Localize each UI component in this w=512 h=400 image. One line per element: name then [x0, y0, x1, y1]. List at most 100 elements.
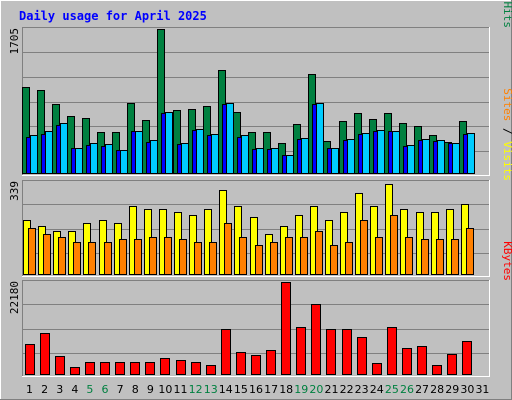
bar-kbytes-day-9	[145, 362, 155, 375]
x-tick-label: 23	[355, 383, 369, 396]
x-tick-label: 1	[26, 383, 33, 396]
bar-kbytes-day-5	[85, 362, 95, 375]
legend-label-part: Hits	[501, 2, 512, 29]
bar-pages-day-3	[60, 123, 68, 174]
legend-label-part: Sites	[501, 88, 512, 121]
bar-pages-day-25	[392, 131, 400, 174]
bar-kbytes-day-8	[130, 362, 140, 375]
bar-pages-day-2	[45, 131, 53, 174]
legend-label: KBytes	[501, 241, 512, 281]
bar-sites-day-16	[255, 245, 263, 275]
bar-kbytes-day-20	[311, 304, 321, 375]
bar-sites-day-8	[134, 239, 142, 275]
bar-sites-day-10	[164, 237, 172, 275]
x-tick-label: 24	[370, 383, 384, 396]
bar-kbytes-day-18	[281, 282, 291, 375]
x-tick-label: 2	[41, 383, 48, 396]
x-tick-label: 21	[324, 383, 338, 396]
legend-label-part: /	[501, 121, 512, 141]
bar-sites-day-4	[73, 242, 81, 275]
bar-kbytes-day-7	[115, 362, 125, 375]
panel-hits-files-pages: 1705 Pages / Files / Hits	[8, 0, 512, 176]
bar-sites-day-13	[209, 242, 217, 275]
bar-kbytes-day-19	[296, 327, 306, 375]
bar-kbytes-day-23	[357, 337, 367, 375]
x-tick-label: 8	[132, 383, 139, 396]
bar-pages-day-9	[150, 140, 158, 174]
series-visits	[23, 184, 469, 275]
bar-sites-day-1	[28, 228, 36, 275]
bar-sites-day-28	[436, 239, 444, 275]
bar-sites-day-24	[375, 237, 383, 275]
x-tick-label: 25	[385, 383, 399, 396]
bar-pages-day-19	[301, 138, 309, 174]
bar-sites-day-27	[421, 239, 429, 275]
bar-sites-day-26	[405, 237, 413, 275]
bar-pages-day-18	[286, 155, 294, 174]
x-tick-label: 5	[86, 383, 93, 396]
bar-sites-day-3	[58, 237, 66, 275]
bar-sites-day-5	[88, 242, 96, 275]
x-tick-label: 9	[147, 383, 154, 396]
bar-sites-day-30	[466, 228, 474, 275]
bar-pages-day-16	[256, 148, 264, 174]
x-tick-label: 18	[279, 383, 293, 396]
bar-pages-day-29	[452, 143, 460, 174]
x-axis-day-labels: 1 2 3 4 5 6 7 8 9 10 11 12 13 14 15 16 17 18 19 20 21 22 23 24 2…	[26, 383, 489, 396]
bar-kbytes-day-29	[447, 354, 457, 375]
bar-kbytes-day-12	[191, 362, 201, 375]
bar-sites-day-14	[224, 223, 232, 275]
legend-label-part: KBytes	[501, 241, 512, 281]
series-sites	[28, 215, 474, 275]
bar-kbytes-day-16	[251, 355, 261, 375]
bar-kbytes-day-2	[40, 333, 50, 375]
x-tick-label: 13	[204, 383, 218, 396]
x-tick-label: 20	[309, 383, 323, 396]
bar-sites-day-29	[451, 239, 459, 275]
x-tick-label: 17	[264, 383, 278, 396]
legend-label-part: Visits	[501, 141, 512, 181]
bar-pages-day-28	[437, 140, 445, 174]
x-tick-label: 28	[430, 383, 444, 396]
legend-label-part: /	[501, 0, 512, 2]
legend-label: Pages / Files / Hits	[501, 0, 512, 28]
panel-visits-sites: 339 Sites / Visits	[8, 88, 512, 277]
x-tick-label: 27	[415, 383, 429, 396]
x-tick-label: 3	[56, 383, 63, 396]
bar-pages-day-21	[331, 148, 339, 174]
bar-pages-day-17	[271, 148, 279, 174]
x-tick-label: 12	[189, 383, 203, 396]
bar-sites-day-23	[360, 220, 368, 275]
bar-sites-day-25	[390, 215, 398, 275]
x-tick-label: 19	[294, 383, 308, 396]
bar-pages-day-30	[467, 133, 475, 174]
bar-sites-day-9	[149, 237, 157, 275]
x-tick-label: 29	[445, 383, 459, 396]
bar-pages-day-5	[90, 143, 98, 174]
bar-sites-day-12	[194, 242, 202, 275]
x-tick-label: 11	[174, 383, 188, 396]
bar-sites-day-2	[43, 234, 51, 275]
x-tick-label: 6	[102, 383, 109, 396]
panel-kbytes: 22180 KBytes	[8, 241, 512, 377]
bar-kbytes-day-15	[236, 352, 246, 375]
bar-pages-day-8	[135, 131, 143, 174]
bar-pages-day-6	[105, 144, 113, 174]
y-max-label: 1705	[8, 28, 21, 55]
x-tick-label: 15	[234, 383, 248, 396]
x-tick-label: 10	[158, 383, 172, 396]
bar-kbytes-day-6	[100, 362, 110, 375]
bar-kbytes-day-30	[462, 341, 472, 375]
bar-kbytes-day-21	[326, 329, 336, 375]
bar-kbytes-day-14	[221, 329, 231, 375]
bar-pages-day-10	[165, 112, 173, 174]
x-tick-label: 22	[340, 383, 354, 396]
bar-pages-day-22	[347, 139, 355, 174]
x-tick-label: 31	[475, 383, 489, 396]
bar-pages-day-23	[362, 133, 370, 174]
bar-pages-day-24	[377, 130, 385, 174]
bar-sites-day-11	[179, 239, 187, 275]
x-tick-label: 4	[71, 383, 78, 396]
bar-pages-day-27	[422, 139, 430, 174]
